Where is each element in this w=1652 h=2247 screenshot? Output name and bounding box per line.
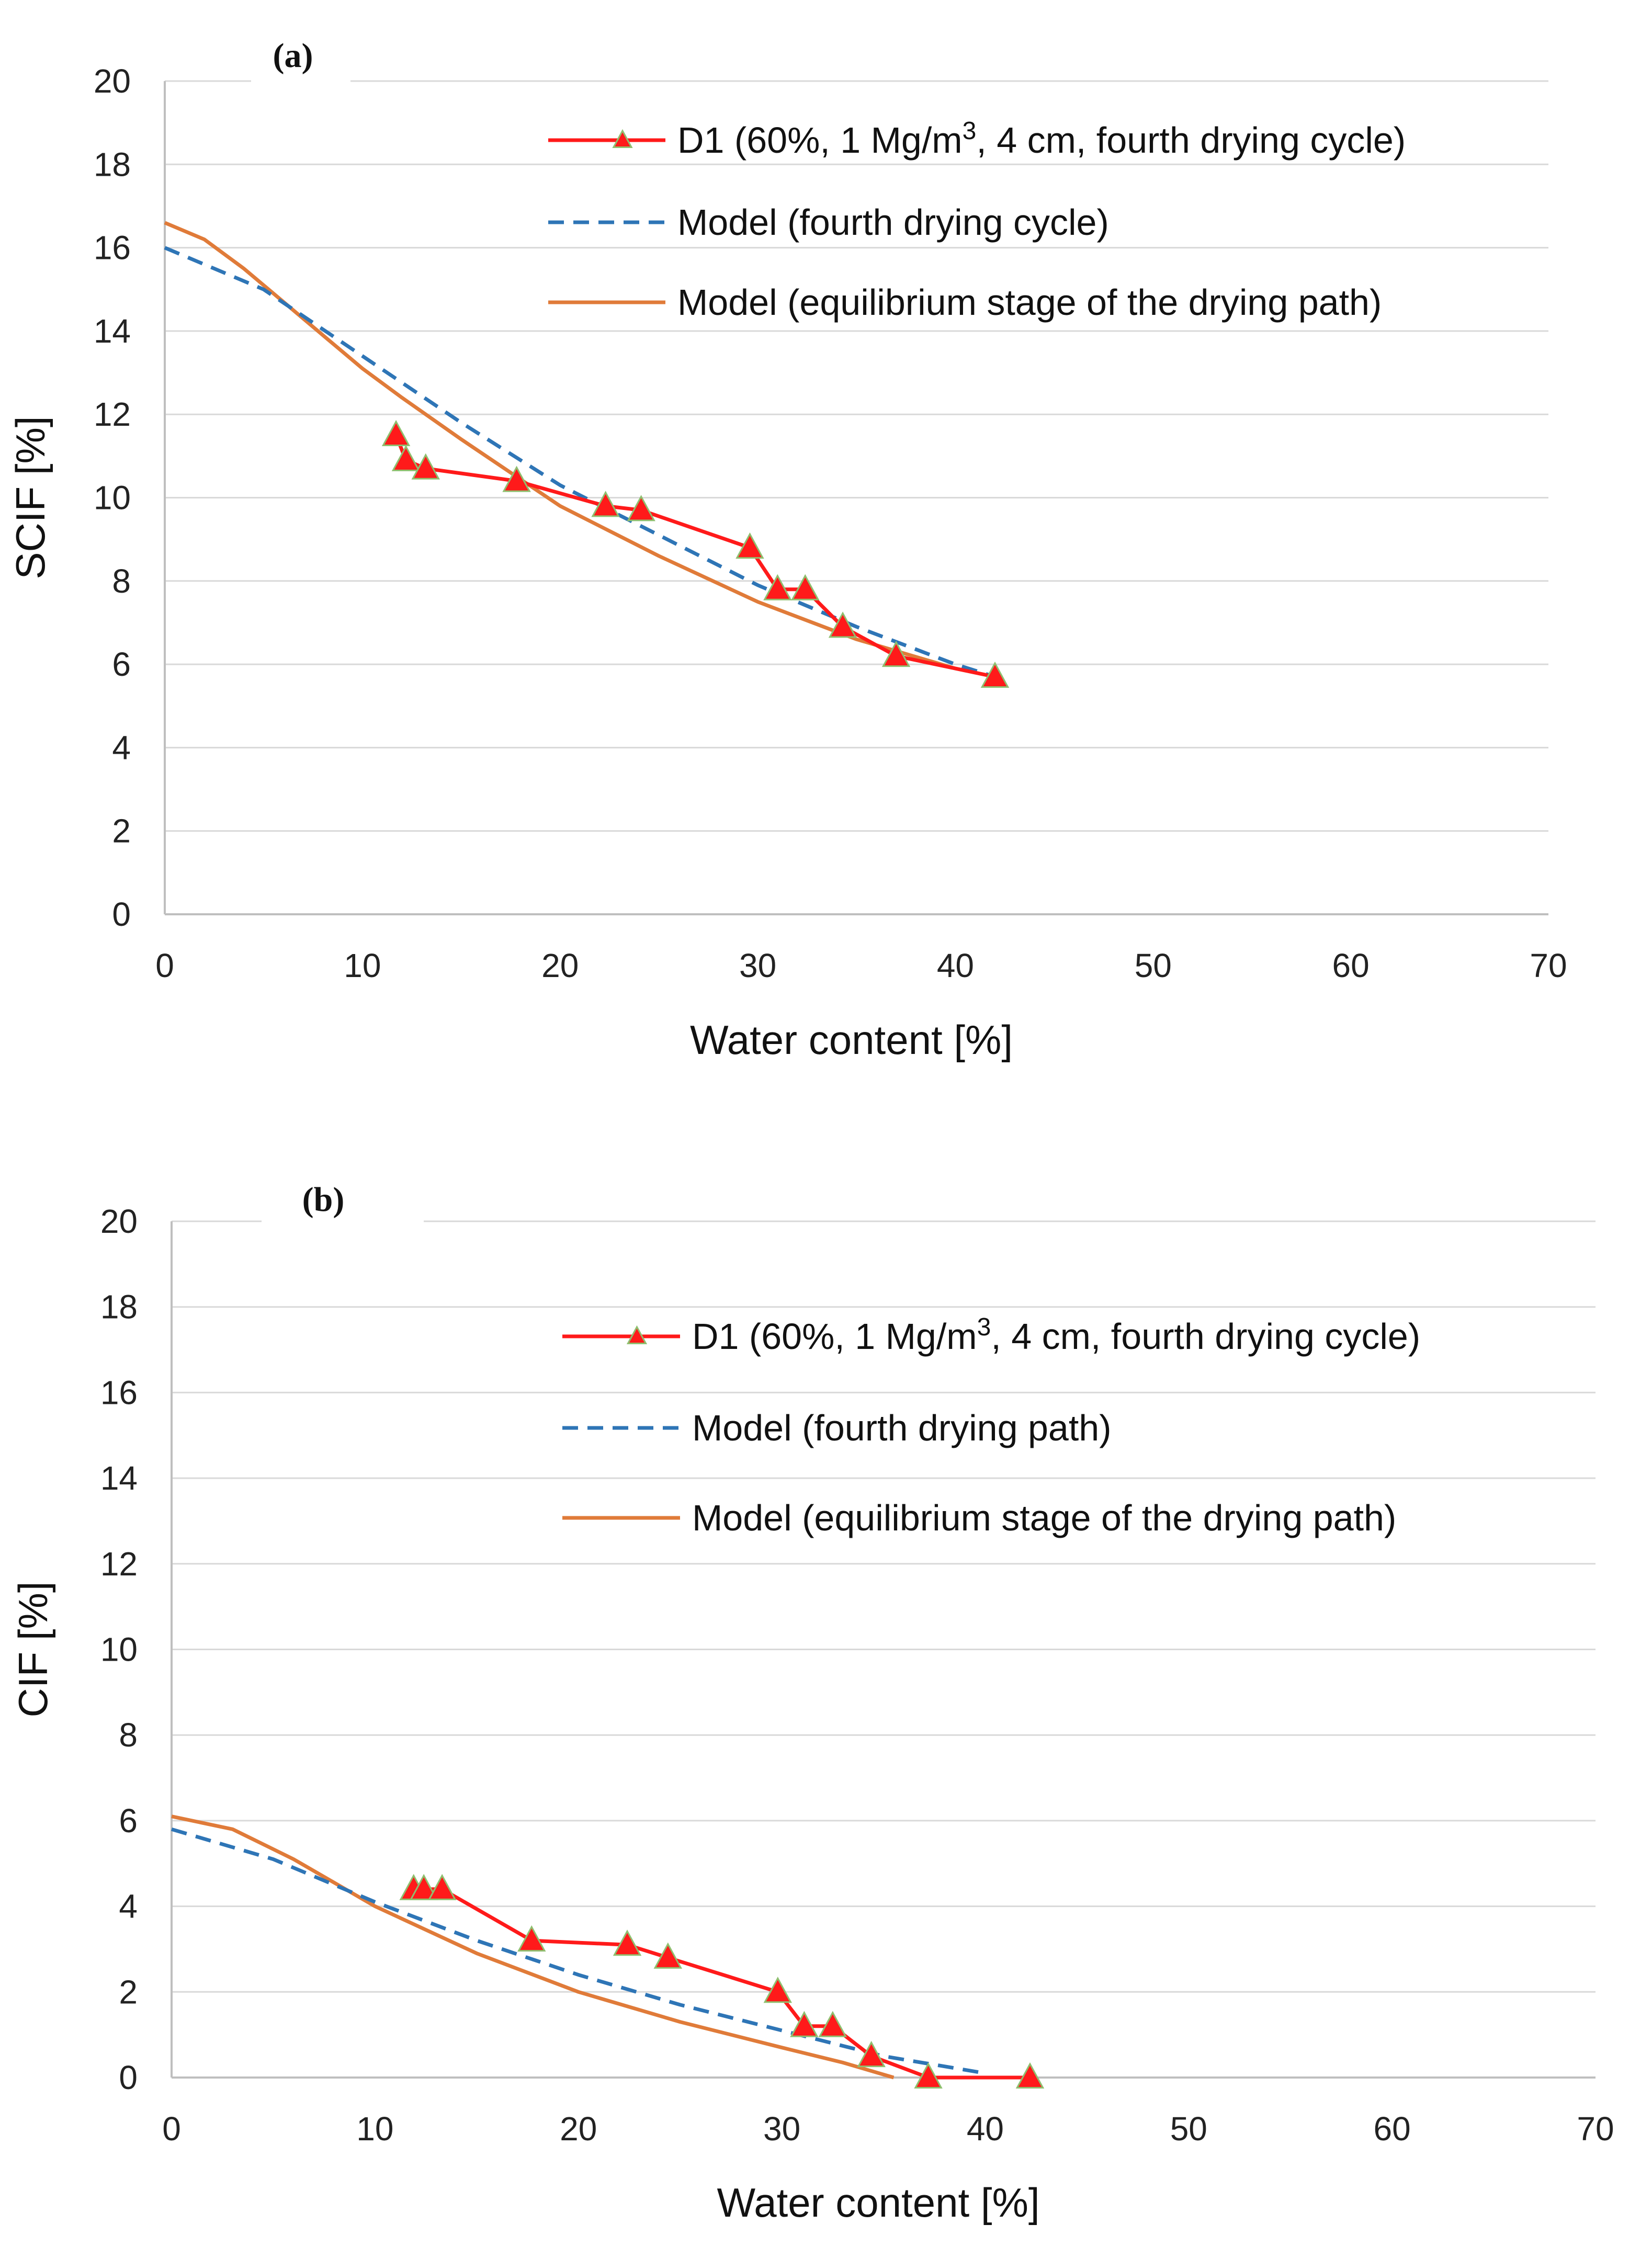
panel-a-data-point — [980, 661, 1010, 688]
panel-a-x-tick-label: 40 — [937, 947, 974, 984]
panel-b-legend-label-0: D1 (60%, 1 Mg/m3, 4 cm, fourth drying cy… — [692, 1313, 1420, 1357]
panel-b-data-point — [653, 1942, 683, 1969]
panel-b-legend-label-2: Model (equilibrium stage of the drying p… — [692, 1497, 1396, 1538]
panel-b-data-point — [790, 2011, 819, 2037]
panel-a-data-point — [391, 445, 421, 471]
panel-b-y-tick-label: 12 — [100, 1545, 138, 1583]
panel-b-y-tick-label: 2 — [119, 1973, 138, 2011]
panel-a-data-point — [381, 419, 411, 447]
panel-b-y-axis-label: CIF [%] — [10, 1581, 56, 1717]
panel-a-y-tick-label: 0 — [112, 895, 131, 933]
panel-a-y-tick-label: 6 — [112, 645, 131, 683]
panel-b-x-tick-label: 10 — [356, 2110, 393, 2148]
panel-a-series-1-line — [164, 246, 996, 679]
panel-b-y-tick-label: 16 — [100, 1374, 138, 1411]
panel-b-y-tick-label: 14 — [100, 1459, 138, 1497]
panel-b-legend: D1 (60%, 1 Mg/m3, 4 cm, fourth drying cy… — [562, 1313, 1420, 1538]
panel-a-y-tick-label: 16 — [94, 229, 131, 267]
panel-a: 0 2 4 6 8 10 12 14 16 18 20 0 10 20 30 40 50 60 70 Water co… — [7, 31, 1567, 1063]
panel-a-panel-label: (a) — [273, 37, 313, 75]
panel-a-data-point — [627, 495, 655, 521]
panel-b-x-tick-label: 60 — [1374, 2110, 1411, 2148]
panel-a-data-point — [791, 574, 820, 600]
panel-a-x-tick-label: 50 — [1135, 947, 1172, 984]
panel-b-x-tick-label: 20 — [560, 2110, 597, 2148]
panel-a-label-background — [251, 31, 350, 84]
panel-a-data-point — [411, 453, 440, 480]
panel-a-y-tick-label: 8 — [112, 562, 131, 600]
panel-a-series-0-line — [394, 434, 995, 679]
panel-a-legend-label-1: Model (fourth drying cycle) — [677, 202, 1109, 243]
panel-b-data-point — [1015, 2062, 1045, 2089]
panel-b-x-tick-label: 40 — [967, 2110, 1004, 2148]
panel-b-label-background — [262, 1177, 424, 1229]
panel-b-series-2-line — [171, 1814, 895, 2080]
panel-a-x-tick-label: 10 — [344, 947, 381, 984]
panel-b-x-axis-label: Water content [%] — [717, 2180, 1039, 2226]
panel-a-x-axis-label: Water content [%] — [690, 1017, 1013, 1063]
panel-b-x-tick-label: 70 — [1577, 2110, 1614, 2148]
panel-a-y-tick-label: 2 — [112, 812, 131, 850]
panel-a-x-tick-label: 30 — [739, 947, 776, 984]
panel-b-y-tick-label: 10 — [100, 1631, 138, 1669]
panel-a-x-tick-label: 0 — [155, 947, 174, 984]
panel-a-y-tick-label: 18 — [94, 145, 131, 183]
panel-b-y-tick-label: 18 — [100, 1288, 138, 1326]
panel-b-data-point — [857, 2040, 886, 2068]
panel-b-y-tick-label: 0 — [119, 2059, 138, 2096]
panel-a-y-tick-label: 4 — [112, 729, 131, 766]
panel-b-x-tick-label: 50 — [1170, 2110, 1207, 2148]
panel-a-x-tick-label: 20 — [541, 947, 579, 984]
panel-a-legend-marker — [612, 129, 633, 148]
panel-b-data-point — [409, 1874, 438, 1900]
panel-a-legend-label-0: D1 (60%, 1 Mg/m3, 4 cm, fourth drying cy… — [677, 117, 1406, 161]
panel-a-x-tick-label: 70 — [1530, 947, 1567, 984]
panel-a-y-tick-label: 10 — [94, 479, 131, 517]
panel-b-y-tick-label: 8 — [119, 1716, 138, 1754]
panel-a-data-point — [763, 574, 792, 600]
panel-a-data-point — [591, 491, 620, 517]
panel-a-data-point — [828, 611, 857, 638]
panel-b-data-point — [763, 1977, 793, 2003]
panel-b-series-0-line — [413, 1887, 1030, 2080]
panel-b-panel-label: (b) — [302, 1181, 345, 1219]
panel-b-legend-label-1: Model (fourth drying path) — [692, 1408, 1112, 1448]
panel-a-data-point — [736, 532, 764, 559]
panel-a-x-tick-label: 60 — [1332, 947, 1370, 984]
panel-b-data-point — [427, 1874, 457, 1900]
panel-b: 0 2 4 6 8 10 12 14 16 18 20 0 10 20 30 40 50 60 70 Water co… — [10, 1177, 1614, 2226]
panel-a-y-tick-label: 20 — [94, 62, 131, 100]
panel-a-data-point — [881, 641, 911, 667]
panel-b-x-tick-label: 30 — [763, 2110, 800, 2148]
panel-b-data-point — [914, 2062, 943, 2089]
panel-a-y-tick-label: 12 — [94, 395, 131, 433]
panel-a-legend-label-2: Model (equilibrium stage of the drying p… — [677, 282, 1382, 323]
panel-b-x-tick-label: 0 — [162, 2110, 181, 2148]
panel-b-data-point — [613, 1930, 642, 1956]
panel-a-y-axis-label: SCIF [%] — [7, 416, 53, 579]
panel-b-series-1-line — [171, 1827, 986, 2075]
panel-b-y-tick-label: 4 — [119, 1888, 138, 1925]
panel-b-data-point — [818, 2011, 847, 2037]
panel-b-y-tick-label: 20 — [100, 1202, 138, 1240]
panel-a-y-tick-label: 14 — [94, 312, 131, 350]
panel-a-data-point — [502, 466, 531, 492]
panel-b-legend-marker — [626, 1325, 648, 1344]
panel-b-data-point — [517, 1925, 546, 1952]
panel-b-y-tick-label: 6 — [119, 1802, 138, 1840]
panel-a-legend: D1 (60%, 1 Mg/m3, 4 cm, fourth drying cy… — [548, 117, 1406, 323]
